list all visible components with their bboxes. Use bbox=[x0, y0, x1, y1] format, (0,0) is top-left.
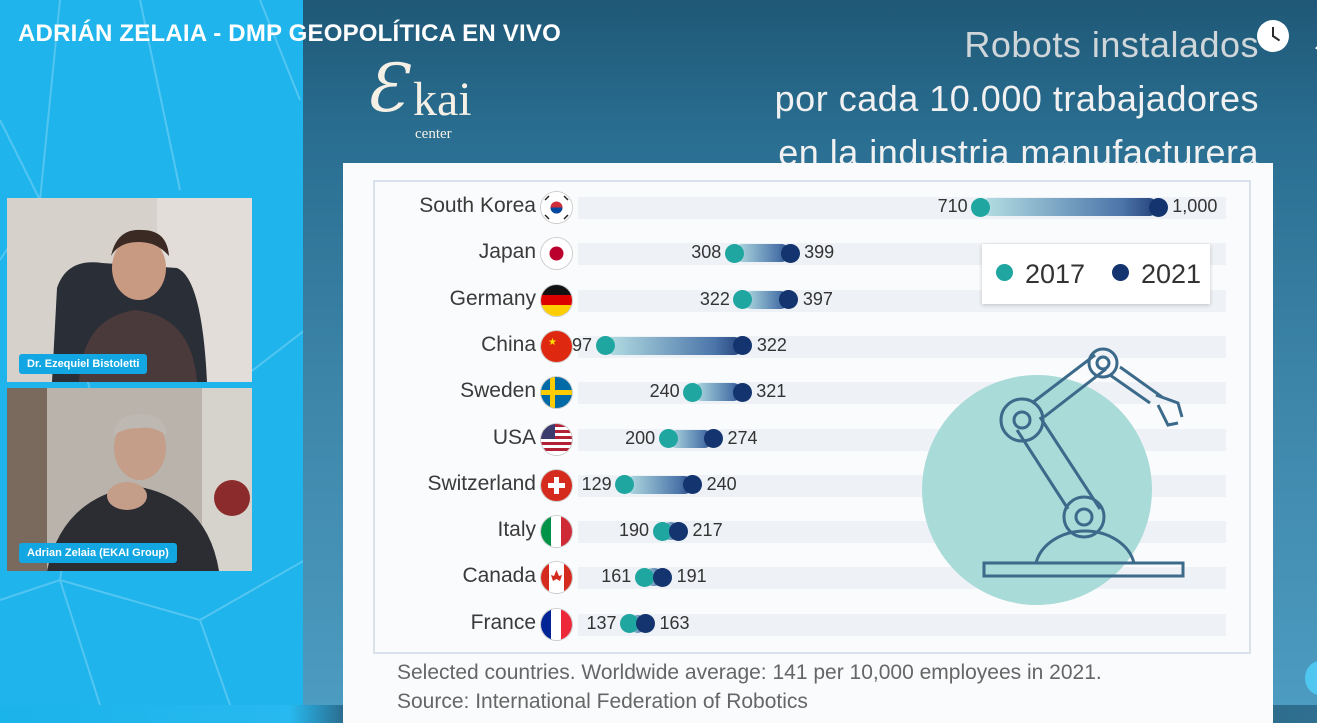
value-2017-usa: 200 bbox=[625, 427, 656, 448]
point-2017-china bbox=[595, 336, 615, 356]
flag-sweden-icon bbox=[541, 377, 572, 409]
participant-name-2: Adrian Zelaia (EKAI Group) bbox=[19, 543, 177, 563]
chart-legend: 2017 2021 bbox=[982, 244, 1210, 304]
chart-footnote: Selected countries. Worldwide average: 1… bbox=[397, 661, 1102, 684]
value-2017-germany: 322 bbox=[699, 288, 730, 309]
bar-sweden bbox=[692, 383, 743, 402]
value-2021-usa: 274 bbox=[727, 427, 758, 448]
bar-germany bbox=[742, 290, 789, 309]
bar-south-korea bbox=[980, 198, 1159, 216]
value-2017-switzerland: 129 bbox=[581, 473, 612, 494]
flag-japan-icon bbox=[541, 238, 572, 270]
chart-source: Source: International Federation of Robo… bbox=[397, 690, 808, 713]
flag-usa-icon bbox=[541, 423, 572, 455]
bar-usa bbox=[668, 429, 714, 448]
value-2017-canada: 161 bbox=[601, 566, 632, 587]
legend-label-2021: 2021 bbox=[1141, 259, 1202, 289]
slide-title-line-1: Robots instalados bbox=[964, 24, 1259, 65]
country-label-sweden: Sweden bbox=[460, 379, 536, 403]
slide-title-line-2: por cada 10.000 trabajadores bbox=[774, 78, 1259, 119]
flag-south-korea-icon bbox=[541, 192, 572, 223]
point-2021-france bbox=[635, 614, 655, 634]
point-2021-south-korea bbox=[1148, 197, 1168, 217]
point-2017-japan bbox=[724, 243, 744, 263]
value-2017-china: 97 bbox=[572, 334, 593, 355]
country-label-south-korea: South Korea bbox=[419, 194, 536, 217]
point-2021-canada bbox=[653, 567, 673, 587]
country-label-canada: Canada bbox=[462, 564, 536, 588]
legend-item-2021: 2021 bbox=[1112, 259, 1201, 290]
value-2021-germany: 397 bbox=[802, 288, 833, 309]
participant-name-1: Dr. Ezequiel Bistoletti bbox=[19, 354, 148, 374]
value-2021-canada: 191 bbox=[676, 566, 707, 587]
value-2017-italy: 190 bbox=[618, 520, 650, 541]
point-2017-canada bbox=[634, 567, 654, 587]
point-2017-usa bbox=[658, 429, 678, 448]
legend-swatch-2021 bbox=[1112, 264, 1129, 281]
video-title: ADRIÁN ZELAIA - DMP GEOPOLÍTICA EN VIVO bbox=[18, 20, 561, 47]
row-band-france bbox=[578, 613, 1226, 636]
point-2017-sweden bbox=[683, 382, 703, 402]
value-2017-japan: 308 bbox=[691, 242, 722, 263]
value-2017-south-korea: 710 bbox=[937, 196, 968, 216]
point-2021-switzerland bbox=[683, 475, 703, 495]
value-2021-japan: 399 bbox=[804, 242, 835, 263]
channel-badge-icon[interactable] bbox=[1305, 661, 1317, 695]
point-2021-china bbox=[733, 336, 753, 356]
share-icon[interactable]: ↗ bbox=[1312, 30, 1317, 56]
value-2017-france: 137 bbox=[586, 612, 617, 633]
country-label-china: China bbox=[481, 332, 536, 356]
flag-france-icon bbox=[541, 608, 572, 640]
flag-italy-icon bbox=[541, 516, 572, 548]
point-2021-usa bbox=[703, 429, 723, 448]
legend-swatch-2017 bbox=[996, 264, 1013, 281]
flag-china-icon: ★ bbox=[541, 330, 572, 362]
country-label-germany: Germany bbox=[449, 286, 536, 310]
value-2021-switzerland: 240 bbox=[706, 473, 737, 494]
point-2017-switzerland bbox=[615, 475, 635, 495]
bar-china bbox=[605, 336, 743, 355]
value-2021-china: 322 bbox=[756, 334, 787, 355]
point-2021-italy bbox=[669, 521, 689, 541]
point-2021-sweden bbox=[732, 382, 752, 402]
point-2021-japan bbox=[780, 243, 800, 263]
bar-switzerland bbox=[624, 475, 693, 494]
watch-later-icon[interactable] bbox=[1257, 20, 1289, 52]
value-2021-italy: 217 bbox=[692, 520, 723, 541]
country-label-italy: Italy bbox=[497, 518, 536, 542]
point-2017-south-korea bbox=[971, 197, 991, 217]
point-2021-germany bbox=[779, 290, 799, 310]
chart-frame bbox=[373, 180, 1251, 654]
value-2021-south-korea: 1,000 bbox=[1172, 196, 1218, 216]
legend-item-2017: 2017 bbox=[996, 259, 1085, 290]
slide-title: Robots instalados por cada 10.000 trabaj… bbox=[775, 18, 1259, 180]
value-2021-sweden: 321 bbox=[756, 381, 787, 402]
flag-germany-icon bbox=[541, 284, 572, 316]
country-label-japan: Japan bbox=[478, 240, 536, 264]
webcam-adrian: Adrian Zelaia (EKAI Group) bbox=[7, 388, 252, 571]
webcam-ezequiel: Dr. Ezequiel Bistoletti bbox=[7, 198, 252, 382]
point-2017-france bbox=[620, 614, 640, 634]
country-label-switzerland: Switzerland bbox=[427, 471, 536, 495]
bar-japan bbox=[734, 244, 791, 263]
robot-arm-illustration bbox=[922, 347, 1185, 605]
legend-label-2017: 2017 bbox=[1025, 259, 1086, 289]
flag-canada-icon bbox=[541, 562, 572, 594]
value-2017-sweden: 240 bbox=[649, 381, 680, 402]
value-2021-france: 163 bbox=[659, 612, 690, 633]
webcam-video-1 bbox=[7, 198, 252, 382]
country-label-france: France bbox=[470, 610, 536, 634]
point-2017-italy bbox=[652, 521, 672, 541]
svg-text:★: ★ bbox=[548, 337, 557, 348]
point-2017-germany bbox=[733, 290, 753, 310]
flag-switzerland-icon bbox=[541, 469, 572, 501]
country-label-usa: USA bbox=[492, 425, 536, 449]
